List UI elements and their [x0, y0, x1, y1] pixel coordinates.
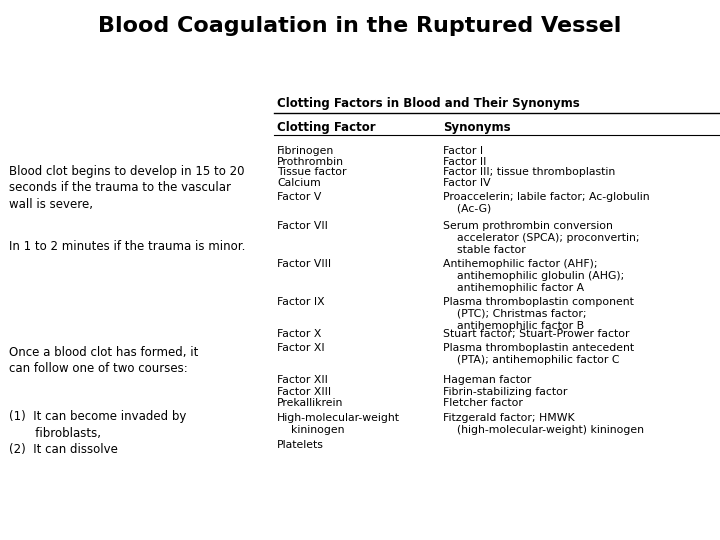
Text: Fletcher factor: Fletcher factor: [443, 398, 523, 408]
Text: Antihemophilic factor (AHF);
    antihemophilic globulin (AHG);
    antihemophil: Antihemophilic factor (AHF); antihemophi…: [443, 259, 624, 293]
Text: Factor IX: Factor IX: [277, 297, 325, 307]
Text: Synonyms: Synonyms: [443, 122, 510, 134]
Text: Fitzgerald factor; HMWK
    (high-molecular-weight) kininogen: Fitzgerald factor; HMWK (high-molecular-…: [443, 413, 644, 435]
Text: Hageman factor: Hageman factor: [443, 375, 531, 386]
Text: Once a blood clot has formed, it
can follow one of two courses:: Once a blood clot has formed, it can fol…: [9, 346, 198, 375]
Text: Prekallikrein: Prekallikrein: [277, 398, 343, 408]
Text: Clotting Factors in Blood and Their Synonyms: Clotting Factors in Blood and Their Syno…: [277, 97, 580, 110]
Text: Factor X: Factor X: [277, 329, 322, 340]
Text: Blood Coagulation in the Ruptured Vessel: Blood Coagulation in the Ruptured Vessel: [99, 16, 621, 36]
Text: Factor III; tissue thromboplastin: Factor III; tissue thromboplastin: [443, 167, 615, 178]
Text: Factor XIII: Factor XIII: [277, 387, 331, 397]
Text: Prothrombin: Prothrombin: [277, 157, 344, 167]
Text: Factor XII: Factor XII: [277, 375, 328, 386]
Text: Fibrinogen: Fibrinogen: [277, 146, 335, 156]
Text: Tissue factor: Tissue factor: [277, 167, 347, 178]
Text: Calcium: Calcium: [277, 178, 321, 188]
Text: Factor VII: Factor VII: [277, 221, 328, 232]
Text: Blood clot begins to develop in 15 to 20
seconds if the trauma to the vascular
w: Blood clot begins to develop in 15 to 20…: [9, 165, 244, 211]
Text: Proaccelerin; labile factor; Ac-globulin
    (Ac-G): Proaccelerin; labile factor; Ac-globulin…: [443, 192, 649, 214]
Text: (1)  It can become invaded by
       fibroblasts,
(2)  It can dissolve: (1) It can become invaded by fibroblasts…: [9, 410, 186, 456]
Text: Plasma thromboplastin antecedent
    (PTA); antihemophilic factor C: Plasma thromboplastin antecedent (PTA); …: [443, 343, 634, 365]
Text: Plasma thromboplastin component
    (PTC); Christmas factor;
    antihemophilic : Plasma thromboplastin component (PTC); C…: [443, 297, 634, 331]
Text: Factor VIII: Factor VIII: [277, 259, 331, 269]
Text: In 1 to 2 minutes if the trauma is minor.: In 1 to 2 minutes if the trauma is minor…: [9, 240, 245, 253]
Text: Factor XI: Factor XI: [277, 343, 325, 353]
Text: Clotting Factor: Clotting Factor: [277, 122, 376, 134]
Text: Serum prothrombin conversion
    accelerator (SPCA); proconvertin;
    stable fa: Serum prothrombin conversion accelerator…: [443, 221, 639, 255]
Text: Fibrin-stabilizing factor: Fibrin-stabilizing factor: [443, 387, 567, 397]
Text: Factor V: Factor V: [277, 192, 322, 202]
Text: High-molecular-weight
    kininogen: High-molecular-weight kininogen: [277, 413, 400, 435]
Text: Factor II: Factor II: [443, 157, 486, 167]
Text: Factor I: Factor I: [443, 146, 483, 156]
Text: Platelets: Platelets: [277, 440, 324, 450]
Text: Stuart factor; Stuart-Prower factor: Stuart factor; Stuart-Prower factor: [443, 329, 629, 340]
Text: Factor IV: Factor IV: [443, 178, 490, 188]
